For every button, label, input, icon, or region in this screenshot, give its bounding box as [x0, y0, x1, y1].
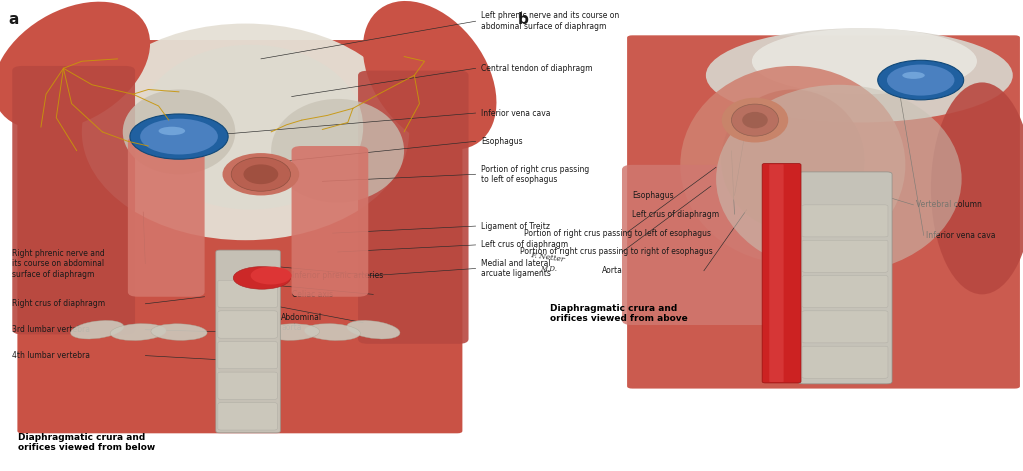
Circle shape — [887, 65, 954, 96]
FancyBboxPatch shape — [802, 311, 888, 343]
Ellipse shape — [0, 2, 150, 130]
Text: Esophagus: Esophagus — [481, 137, 523, 146]
Ellipse shape — [138, 45, 363, 210]
Text: Portion of right crus passing to right of esophagus: Portion of right crus passing to right o… — [520, 247, 712, 257]
Text: Diaphragmatic crura and
orifices viewed from below: Diaphragmatic crura and orifices viewed … — [18, 433, 155, 452]
Ellipse shape — [931, 82, 1023, 294]
Text: Esophagus: Esophagus — [632, 191, 674, 200]
Ellipse shape — [264, 324, 319, 341]
Ellipse shape — [716, 85, 962, 273]
Ellipse shape — [71, 320, 124, 339]
Ellipse shape — [82, 24, 409, 240]
FancyBboxPatch shape — [218, 372, 277, 399]
Ellipse shape — [233, 267, 291, 289]
FancyBboxPatch shape — [802, 276, 888, 308]
Ellipse shape — [731, 104, 779, 136]
FancyBboxPatch shape — [802, 205, 888, 237]
Text: Medial and lateral
arcuate ligaments: Medial and lateral arcuate ligaments — [481, 259, 550, 278]
Ellipse shape — [752, 28, 977, 94]
Text: Inferior vena cava: Inferior vena cava — [481, 108, 550, 118]
FancyBboxPatch shape — [218, 280, 277, 308]
Text: Celiac axis: Celiac axis — [292, 290, 332, 299]
Ellipse shape — [722, 98, 788, 143]
Text: Left crus of diaphragm: Left crus of diaphragm — [632, 210, 719, 219]
Ellipse shape — [223, 153, 300, 195]
Text: Left crus of diaphragm: Left crus of diaphragm — [481, 240, 568, 250]
Ellipse shape — [347, 320, 400, 339]
Text: 3rd lumbar vertebra: 3rd lumbar vertebra — [12, 325, 90, 334]
FancyBboxPatch shape — [12, 66, 135, 334]
Text: Right crus of diaphragm: Right crus of diaphragm — [12, 299, 105, 309]
FancyBboxPatch shape — [802, 346, 888, 378]
Text: Ligament of Treitz: Ligament of Treitz — [481, 221, 549, 231]
Ellipse shape — [123, 89, 235, 174]
FancyBboxPatch shape — [798, 172, 892, 384]
Ellipse shape — [251, 267, 292, 284]
Text: F. Netter: F. Netter — [530, 251, 565, 263]
Ellipse shape — [231, 157, 291, 191]
Text: Inferior phrenic arteries: Inferior phrenic arteries — [292, 271, 383, 280]
FancyBboxPatch shape — [218, 341, 277, 369]
Ellipse shape — [305, 324, 360, 341]
Text: Left phrenic nerve and its course on
abdominal surface of diaphragm: Left phrenic nerve and its course on abd… — [481, 11, 619, 31]
Text: Inferior vena cava: Inferior vena cava — [926, 231, 995, 240]
Ellipse shape — [680, 66, 905, 264]
Text: Diaphragmatic crura and
orifices viewed from above: Diaphragmatic crura and orifices viewed … — [550, 304, 688, 323]
FancyBboxPatch shape — [216, 250, 280, 433]
FancyBboxPatch shape — [218, 311, 277, 338]
Circle shape — [130, 114, 228, 159]
Circle shape — [878, 60, 964, 100]
Text: Vertebral column: Vertebral column — [916, 200, 981, 210]
FancyBboxPatch shape — [627, 35, 1020, 389]
FancyBboxPatch shape — [218, 403, 277, 430]
Ellipse shape — [721, 89, 864, 231]
Ellipse shape — [110, 324, 166, 341]
Ellipse shape — [159, 127, 185, 135]
Ellipse shape — [363, 1, 496, 150]
Circle shape — [140, 119, 218, 154]
Text: Aorta: Aorta — [602, 266, 622, 276]
FancyBboxPatch shape — [17, 40, 462, 433]
FancyBboxPatch shape — [769, 164, 784, 382]
FancyBboxPatch shape — [128, 137, 205, 297]
Ellipse shape — [706, 28, 1013, 122]
FancyBboxPatch shape — [622, 165, 837, 325]
Text: Portion of right crus passing
to left of esophagus: Portion of right crus passing to left of… — [481, 164, 589, 184]
Ellipse shape — [151, 324, 207, 341]
FancyBboxPatch shape — [802, 240, 888, 272]
Text: b: b — [518, 12, 529, 27]
Ellipse shape — [742, 112, 767, 129]
FancyBboxPatch shape — [292, 146, 368, 297]
Text: Abdominal
aorta: Abdominal aorta — [281, 313, 322, 333]
Ellipse shape — [271, 99, 404, 203]
FancyBboxPatch shape — [762, 163, 801, 383]
Text: M.D.: M.D. — [540, 265, 558, 273]
Text: Portion of right crus passing to left of esophagus: Portion of right crus passing to left of… — [524, 228, 711, 238]
Ellipse shape — [902, 72, 925, 79]
Text: Central tendon of diaphragm: Central tendon of diaphragm — [481, 64, 592, 73]
Ellipse shape — [243, 164, 278, 184]
Text: a: a — [8, 12, 18, 27]
FancyBboxPatch shape — [358, 71, 469, 344]
Text: 4th lumbar vertebra: 4th lumbar vertebra — [12, 351, 90, 360]
Text: Right phrenic nerve and
its course on abdominal
surface of diaphragm: Right phrenic nerve and its course on ab… — [12, 249, 105, 279]
